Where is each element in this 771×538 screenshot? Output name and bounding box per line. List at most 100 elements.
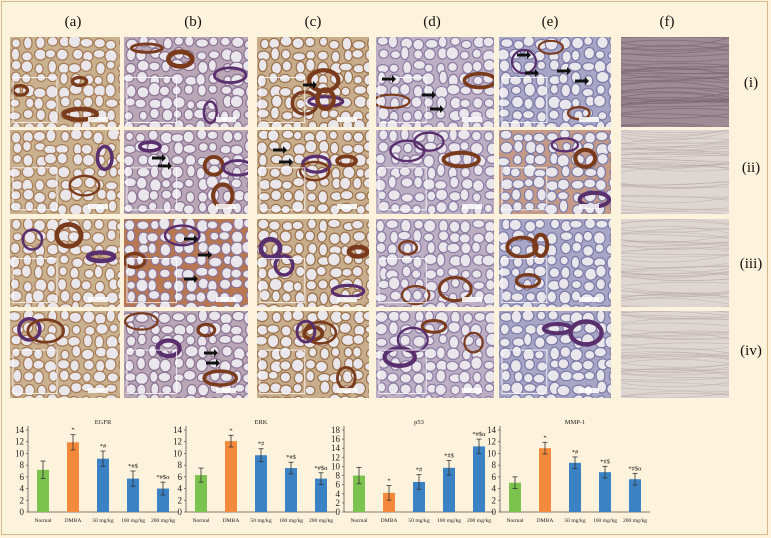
x-tick-label: Normal <box>34 518 52 524</box>
significance-label: *# <box>100 443 107 450</box>
x-tick-label: 50 mg/kg <box>92 518 113 524</box>
y-tick-label: 6 <box>178 472 183 482</box>
significance-label: * <box>71 427 74 434</box>
y-tick-label: 18 <box>331 425 341 435</box>
x-tick-label: 50 mg/kg <box>408 518 429 524</box>
y-tick-label: 8 <box>20 460 25 470</box>
micrograph-b-iv <box>124 311 248 398</box>
x-tick-label: DMBA <box>381 518 398 524</box>
chart-title: EGFR <box>95 419 112 426</box>
y-tick-label: 16 <box>331 434 341 444</box>
bar <box>157 488 169 512</box>
y-tick-label: 10 <box>331 461 341 471</box>
significance-label: * <box>229 427 232 434</box>
bar <box>473 446 485 512</box>
micrograph-f-ii <box>621 130 729 214</box>
y-tick-label: 0 <box>492 507 497 517</box>
micrograph-b-i <box>124 37 248 127</box>
y-tick-label: 4 <box>336 489 341 499</box>
y-tick-label: 10 <box>15 448 25 458</box>
significance-label: *#$ <box>128 463 139 470</box>
y-tick-label: 12 <box>487 437 496 447</box>
x-tick-label: 50 mg/kg <box>250 518 271 524</box>
y-tick-label: 14 <box>15 425 25 435</box>
micrograph-c-i <box>257 37 369 127</box>
significance-label: *#$ <box>444 453 455 460</box>
y-tick-label: 2 <box>20 495 25 505</box>
bar <box>225 441 237 512</box>
micrograph-a-i <box>10 37 120 127</box>
bar <box>67 442 79 512</box>
row-label-ii: (ii) <box>741 160 761 176</box>
significance-label: *# <box>572 449 579 456</box>
x-tick-label: 50 mg/kg <box>564 518 585 524</box>
significance-label: * <box>543 434 546 441</box>
bar <box>413 481 425 512</box>
y-tick-label: 2 <box>336 498 341 508</box>
micrograph-e-ii <box>499 130 611 214</box>
micrograph-d-ii <box>376 130 494 214</box>
chart-erk: ERK 0 2 4 6 8 10 12 14 Normal * DMBA *# 50 mg/kg *#$ 10… <box>164 419 344 530</box>
y-tick-label: 6 <box>20 472 25 482</box>
micrograph-f-iii <box>621 219 729 307</box>
x-tick-label: Normal <box>192 518 210 524</box>
bar <box>127 478 139 512</box>
y-tick-label: 0 <box>178 507 183 517</box>
micrograph-e-i <box>499 37 611 127</box>
bar <box>315 478 327 512</box>
y-tick-label: 8 <box>336 471 341 481</box>
column-label-b: (b) <box>184 14 202 30</box>
y-tick-label: 2 <box>178 495 183 505</box>
chart-p53: p53 0 2 4 6 8 10 12 14 16 18 Normal * DMBA *# 50 mg/kg *… <box>322 419 502 530</box>
significance-label: *# <box>416 467 423 474</box>
chart-title: p53 <box>414 419 424 426</box>
bar <box>383 492 395 512</box>
significance-label: *#$α <box>472 431 486 438</box>
micrograph-e-iii <box>499 219 611 307</box>
micrograph-b-ii <box>124 130 248 214</box>
significance-label: *#$α <box>314 465 328 472</box>
bar <box>539 448 551 512</box>
x-tick-label: 200 mg/kg <box>623 518 647 524</box>
micrograph-c-ii <box>257 130 369 214</box>
x-tick-label: Normal <box>350 518 368 524</box>
column-label-e: (e) <box>541 14 559 30</box>
x-tick-label: 100 mg/kg <box>279 518 303 524</box>
bar <box>285 468 297 512</box>
micrograph-a-iv <box>10 311 120 398</box>
x-tick-label: DMBA <box>537 518 554 524</box>
y-tick-label: 10 <box>487 448 497 458</box>
column-label-d: (d) <box>423 14 441 30</box>
micrograph-a-iii <box>10 219 120 307</box>
bar <box>629 479 641 512</box>
y-tick-label: 14 <box>173 425 183 435</box>
x-tick-label: Normal <box>506 518 524 524</box>
x-tick-label: DMBA <box>65 518 82 524</box>
bar <box>37 469 49 512</box>
chart-title: MMP-1 <box>565 419 586 426</box>
x-tick-label: 100 mg/kg <box>121 518 145 524</box>
x-tick-label: DMBA <box>223 518 240 524</box>
bar <box>195 475 207 512</box>
micrograph-d-i <box>376 37 494 127</box>
column-label-c: (c) <box>304 14 322 30</box>
micrograph-f-iv <box>621 311 729 398</box>
y-tick-label: 12 <box>331 452 340 462</box>
y-tick-label: 0 <box>336 507 341 517</box>
x-tick-label: 200 mg/kg <box>309 518 333 524</box>
significance-label: * <box>387 478 390 485</box>
y-tick-label: 4 <box>178 484 183 494</box>
y-tick-label: 12 <box>173 437 182 447</box>
x-tick-label: 200 mg/kg <box>467 518 491 524</box>
significance-label: *#$α <box>628 465 642 472</box>
significance-label: *#$α <box>156 474 170 481</box>
significance-label: *#$ <box>600 458 611 465</box>
bar <box>569 462 581 512</box>
micrograph-d-iv <box>376 311 494 398</box>
y-tick-label: 12 <box>15 437 24 447</box>
y-tick-label: 4 <box>492 484 497 494</box>
micrograph-d-iii <box>376 219 494 307</box>
y-tick-label: 0 <box>20 507 25 517</box>
bar <box>97 458 109 512</box>
